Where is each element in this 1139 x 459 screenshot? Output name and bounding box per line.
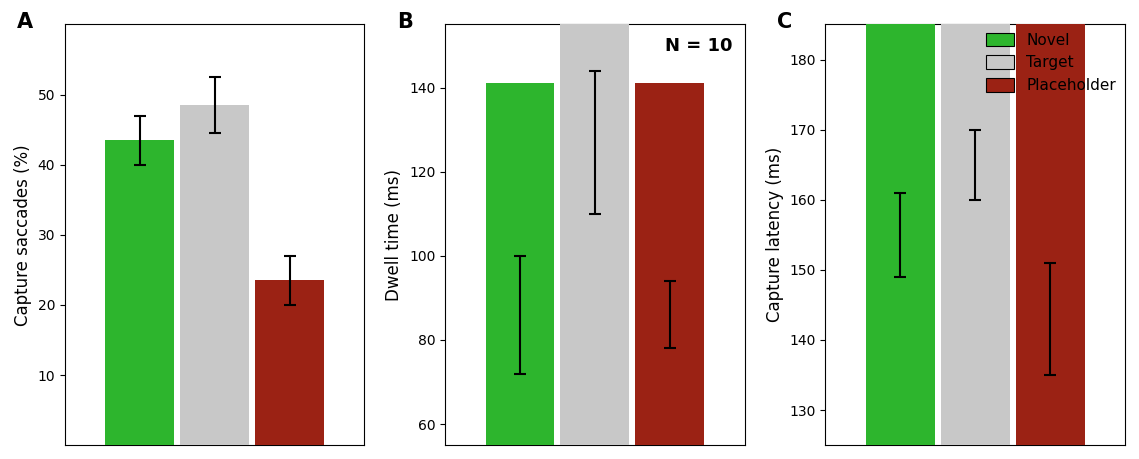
Y-axis label: Dwell time (ms): Dwell time (ms) <box>385 169 403 301</box>
Bar <box>941 0 1010 445</box>
Y-axis label: Capture saccades (%): Capture saccades (%) <box>14 144 32 325</box>
Legend: Novel, Target, Placeholder: Novel, Target, Placeholder <box>982 28 1121 98</box>
Text: C: C <box>778 12 793 32</box>
Bar <box>560 0 630 445</box>
Bar <box>636 84 704 445</box>
Text: N = 10: N = 10 <box>665 37 732 55</box>
Y-axis label: Capture latency (ms): Capture latency (ms) <box>765 147 784 322</box>
Bar <box>105 140 174 445</box>
Bar <box>485 84 555 445</box>
Bar <box>180 105 249 445</box>
Text: B: B <box>398 12 413 32</box>
Bar <box>866 0 935 445</box>
Text: A: A <box>17 12 33 32</box>
Bar <box>255 280 323 445</box>
Bar <box>1016 0 1084 445</box>
